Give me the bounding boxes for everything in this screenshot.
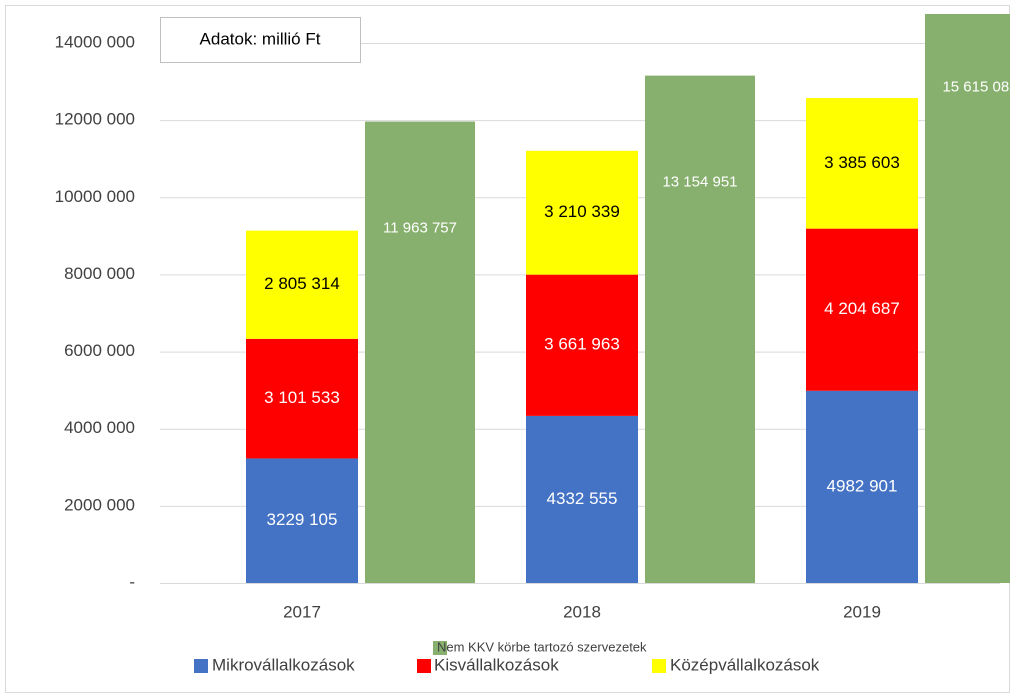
y-tick-label: 8000 000: [64, 264, 135, 283]
bar: [806, 228, 918, 391]
legend-label: Középvállalkozások: [670, 655, 820, 674]
data-label: 3229 105: [267, 510, 338, 529]
data-label: 3 661 963: [544, 335, 620, 354]
data-label: 3 210 339: [544, 202, 620, 221]
y-tick-label: 4000 000: [64, 418, 135, 437]
legend-swatch: [652, 659, 666, 673]
bar: [806, 98, 918, 229]
legend-swatch: [194, 659, 208, 673]
x-tick-label: 2018: [563, 602, 601, 621]
data-label: 15 615 082: [942, 79, 1017, 96]
annotation: Adatok: millió Ft: [200, 29, 321, 48]
bar: [925, 14, 1010, 583]
bar: [526, 415, 638, 583]
y-tick-label: -: [129, 572, 135, 591]
y-tick-label: 14000 000: [55, 32, 135, 51]
bar: [246, 458, 358, 583]
data-label: 4332 555: [547, 489, 618, 508]
legend-label: Nem KKV körbe tartozó szervezetek: [437, 639, 647, 654]
bar: [526, 150, 638, 275]
y-tick-label: 6000 000: [64, 341, 135, 360]
bar: [365, 121, 475, 583]
y-tick-label: 10000 000: [55, 187, 135, 206]
x-tick-label: 2017: [283, 602, 321, 621]
data-label: 3 101 533: [264, 388, 340, 407]
y-tick-label: 2000 000: [64, 495, 135, 514]
data-label: 13 154 951: [662, 174, 737, 191]
legend-label: Kisvállalkozások: [434, 655, 559, 674]
legend-swatch: [417, 659, 431, 673]
annotation-box: [160, 17, 361, 63]
data-label: 4 204 687: [824, 299, 900, 318]
bar: [806, 390, 918, 583]
data-label: 2 805 314: [264, 274, 340, 293]
legend-swatch: [433, 641, 447, 655]
x-tick-label: 2019: [843, 602, 881, 621]
bar: [246, 230, 358, 339]
legend-label: Mikrovállalkozások: [212, 655, 355, 674]
bar: [246, 338, 358, 459]
bar: [526, 274, 638, 416]
bar: [645, 75, 755, 583]
data-label: 4982 901: [827, 476, 898, 495]
data-label: 3 385 603: [824, 153, 900, 172]
data-label: 11 963 757: [383, 220, 457, 237]
y-tick-label: 12000 000: [55, 110, 135, 129]
